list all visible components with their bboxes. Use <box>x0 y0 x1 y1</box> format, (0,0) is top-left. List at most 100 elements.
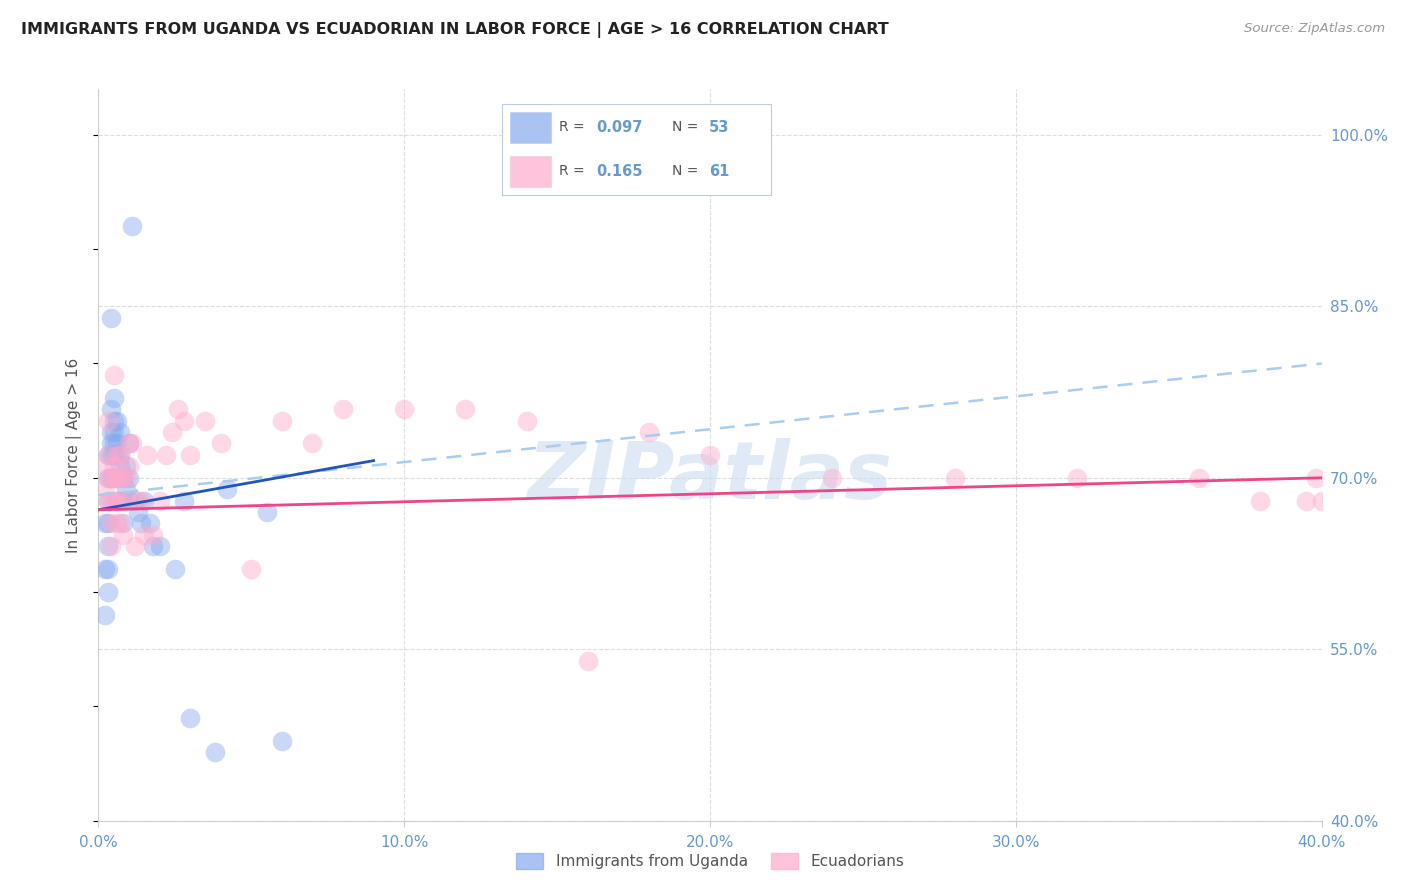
Point <box>118 493 141 508</box>
Point <box>97 493 120 508</box>
Point <box>103 459 125 474</box>
Point <box>332 402 354 417</box>
Point <box>103 368 125 382</box>
Point <box>173 414 195 428</box>
Point <box>108 493 131 508</box>
Point <box>105 471 128 485</box>
Point <box>179 711 201 725</box>
Point <box>103 471 125 485</box>
Point <box>93 459 115 474</box>
Point <box>1295 493 1317 508</box>
Point <box>943 471 966 485</box>
Point <box>118 436 141 450</box>
Point <box>1305 471 1327 485</box>
Point <box>129 493 152 508</box>
Point <box>127 493 149 508</box>
Point <box>160 425 183 439</box>
Point <box>209 436 232 450</box>
Point <box>124 493 146 508</box>
Point <box>194 414 217 428</box>
Point <box>111 528 134 542</box>
Point <box>240 562 263 576</box>
Point <box>392 402 416 417</box>
Point <box>108 471 131 485</box>
Point <box>103 414 125 428</box>
Point <box>1310 493 1333 508</box>
Point <box>149 539 172 553</box>
Point <box>108 425 131 439</box>
Point <box>97 471 120 485</box>
Point <box>103 425 125 439</box>
Point <box>155 448 177 462</box>
Point <box>100 471 122 485</box>
Point <box>256 505 278 519</box>
Point <box>179 448 201 462</box>
Point <box>100 402 122 417</box>
Point <box>821 471 844 485</box>
Point <box>108 459 131 474</box>
Point <box>118 471 141 485</box>
Point <box>129 516 152 531</box>
Point <box>97 471 120 485</box>
Point <box>100 448 122 462</box>
Legend: Immigrants from Uganda, Ecuadorians: Immigrants from Uganda, Ecuadorians <box>510 847 910 875</box>
Point <box>105 436 128 450</box>
Point <box>97 585 120 599</box>
Point <box>142 528 165 542</box>
Point <box>111 516 134 531</box>
Point <box>105 448 128 462</box>
Point <box>136 448 159 462</box>
Point <box>149 493 172 508</box>
Point <box>100 425 122 439</box>
Point <box>93 607 115 622</box>
Point <box>100 539 122 553</box>
Point <box>204 745 226 759</box>
Point <box>637 425 661 439</box>
Point <box>167 402 190 417</box>
Point <box>124 539 146 553</box>
Point <box>1249 493 1271 508</box>
Point <box>97 539 120 553</box>
Point <box>115 459 138 474</box>
Point <box>93 482 115 496</box>
Text: IMMIGRANTS FROM UGANDA VS ECUADORIAN IN LABOR FORCE | AGE > 16 CORRELATION CHART: IMMIGRANTS FROM UGANDA VS ECUADORIAN IN … <box>21 22 889 38</box>
Point <box>115 493 138 508</box>
Point <box>118 436 141 450</box>
Point <box>97 516 120 531</box>
Point <box>105 471 128 485</box>
Point <box>100 436 122 450</box>
Point <box>97 448 120 462</box>
Point <box>105 448 128 462</box>
Point <box>93 516 115 531</box>
Text: ZIPatlas: ZIPatlas <box>527 438 893 516</box>
Point <box>108 448 131 462</box>
Point <box>115 482 138 496</box>
Point <box>121 219 143 234</box>
Point <box>163 562 186 576</box>
Point <box>100 471 122 485</box>
Point <box>100 310 122 325</box>
Point <box>454 402 477 417</box>
Point <box>105 516 128 531</box>
Point <box>111 471 134 485</box>
Point <box>93 562 115 576</box>
Point <box>134 528 156 542</box>
Point <box>105 493 128 508</box>
Point <box>108 493 131 508</box>
Point <box>97 414 120 428</box>
Point <box>1066 471 1088 485</box>
Point <box>173 493 195 508</box>
Point <box>115 471 138 485</box>
Point <box>576 654 599 668</box>
Point <box>100 516 122 531</box>
Point <box>516 414 538 428</box>
Point <box>1188 471 1211 485</box>
Text: Source: ZipAtlas.com: Source: ZipAtlas.com <box>1244 22 1385 36</box>
Point <box>105 493 128 508</box>
Point <box>699 448 721 462</box>
Point <box>103 391 125 405</box>
Point <box>103 493 125 508</box>
Point <box>111 471 134 485</box>
Point <box>270 733 292 747</box>
Point <box>142 539 165 553</box>
